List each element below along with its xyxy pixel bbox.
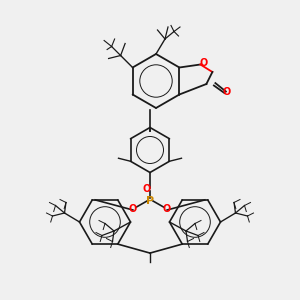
Text: O: O xyxy=(143,184,151,194)
Text: O: O xyxy=(129,203,137,214)
Text: O: O xyxy=(163,203,171,214)
Text: O: O xyxy=(222,87,231,97)
Text: P: P xyxy=(146,196,154,206)
Text: O: O xyxy=(199,58,208,68)
